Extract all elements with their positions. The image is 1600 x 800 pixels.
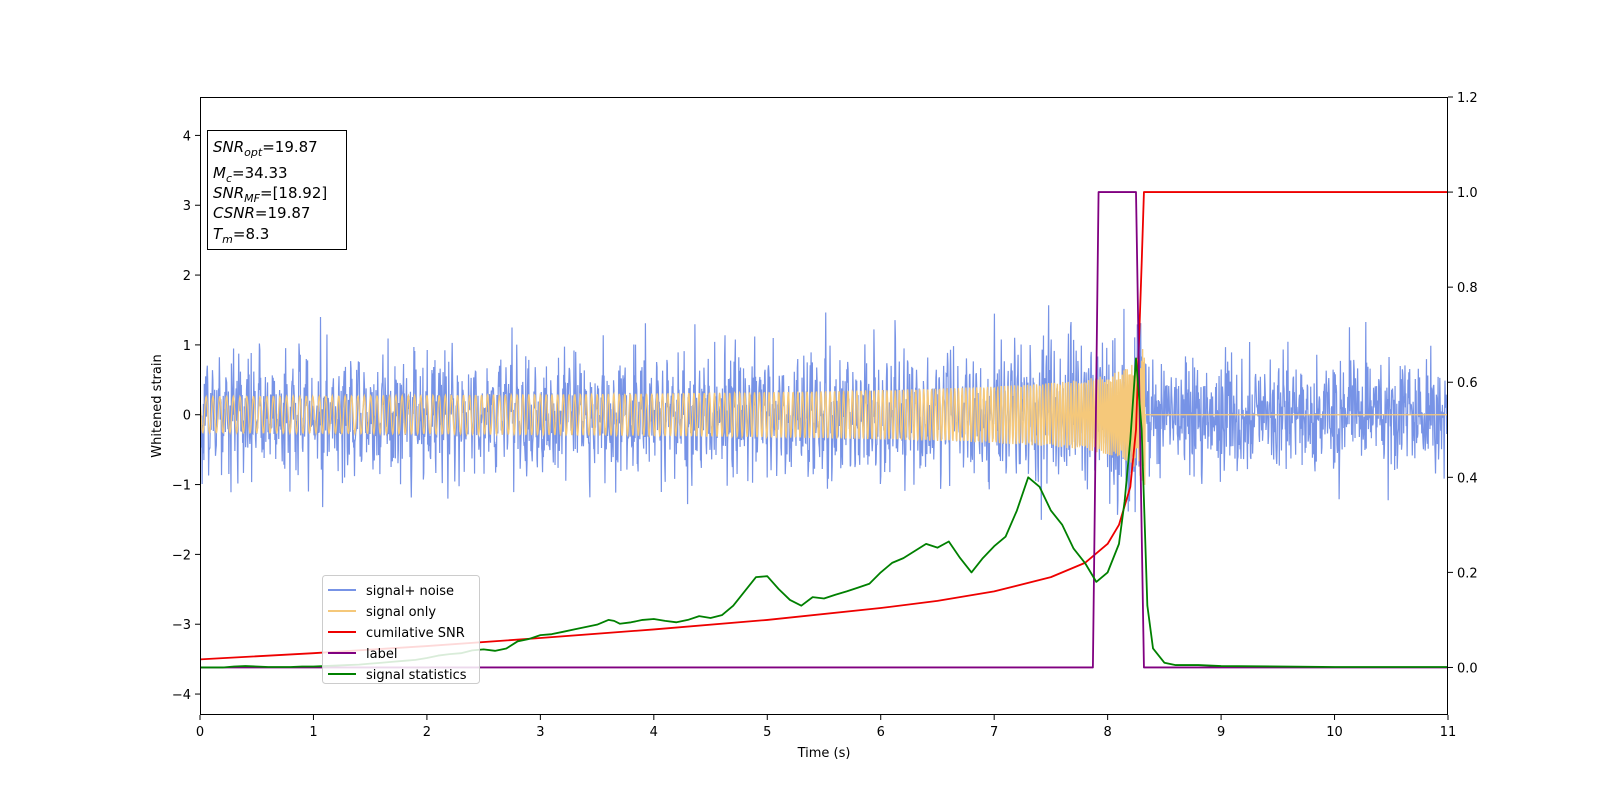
info-tm: Tm=8.3	[213, 225, 269, 246]
y-right-tick-label: 0.6	[1457, 376, 1478, 391]
info-snr-mf: SNRMF=[18.92]	[213, 184, 327, 205]
legend-label: signal+ noise	[366, 584, 454, 599]
y-left-tick-label: −2	[172, 548, 191, 563]
info-snr-opt: SNRopt=19.87	[213, 138, 318, 159]
x-tick-label: 6	[877, 725, 885, 740]
y-right-tick-label: 1.0	[1457, 186, 1478, 201]
x-tick-label: 8	[1103, 725, 1111, 740]
x-tick-label: 9	[1217, 725, 1225, 740]
x-tick-label: 0	[196, 725, 204, 740]
y-axis-left: 4 3 2 1 0 −1 −2 −3 −4	[172, 129, 200, 703]
legend-label: signal statistics	[366, 668, 467, 683]
y-left-tick-label: −4	[172, 688, 191, 703]
info-box: SNRopt=19.87 Mc=34.33 SNRMF=[18.92] CSNR…	[207, 130, 347, 250]
x-axis-label: Time (s)	[797, 746, 851, 761]
x-tick-label: 7	[990, 725, 998, 740]
info-mc: Mc=34.33	[213, 164, 288, 185]
y-right-tick-label: 0.8	[1457, 281, 1478, 296]
legend-label: cumilative SNR	[366, 626, 465, 641]
x-tick-label: 11	[1440, 725, 1457, 740]
y-left-tick-label: −1	[172, 479, 191, 494]
y-left-tick-label: 2	[183, 269, 191, 284]
y-right-tick-label: 0.4	[1457, 471, 1478, 486]
y-right-tick-label: 0.0	[1457, 661, 1478, 676]
info-csnr: CSNR=19.87	[213, 204, 310, 222]
legend: signal+ noise signal only cumilative SNR la…	[322, 575, 480, 684]
info-box-frame	[207, 130, 347, 250]
y-axis-right: 1.2 1.0 0.8 0.6 0.4 0.2 0.0	[1448, 91, 1478, 676]
plot-frame	[200, 97, 1448, 715]
legend-label: label	[366, 647, 397, 662]
y-axis-label: Whitened strain	[150, 354, 165, 457]
x-tick-label: 10	[1326, 725, 1343, 740]
y-left-tick-label: 1	[183, 339, 191, 354]
x-axis: 0 1 2 3 4 5 6 7 8 9 10 11	[196, 715, 1456, 740]
legend-frame	[322, 575, 480, 684]
y-left-tick-label: 4	[183, 129, 191, 144]
legend-label: signal only	[366, 605, 436, 620]
series-label	[200, 191, 1448, 669]
x-tick-label: 4	[650, 725, 658, 740]
x-tick-label: 2	[423, 725, 431, 740]
series-signal-only	[200, 349, 1448, 485]
x-tick-label: 5	[763, 725, 771, 740]
y-left-tick-label: 0	[183, 409, 191, 424]
y-right-tick-label: 1.2	[1457, 91, 1478, 106]
y-left-tick-label: 3	[183, 199, 191, 214]
y-right-tick-label: 0.2	[1457, 566, 1478, 581]
x-tick-label: 1	[309, 725, 317, 740]
series-cumilative-snr	[200, 191, 1448, 661]
y-left-tick-label: −3	[172, 618, 191, 633]
x-tick-label: 3	[536, 725, 544, 740]
